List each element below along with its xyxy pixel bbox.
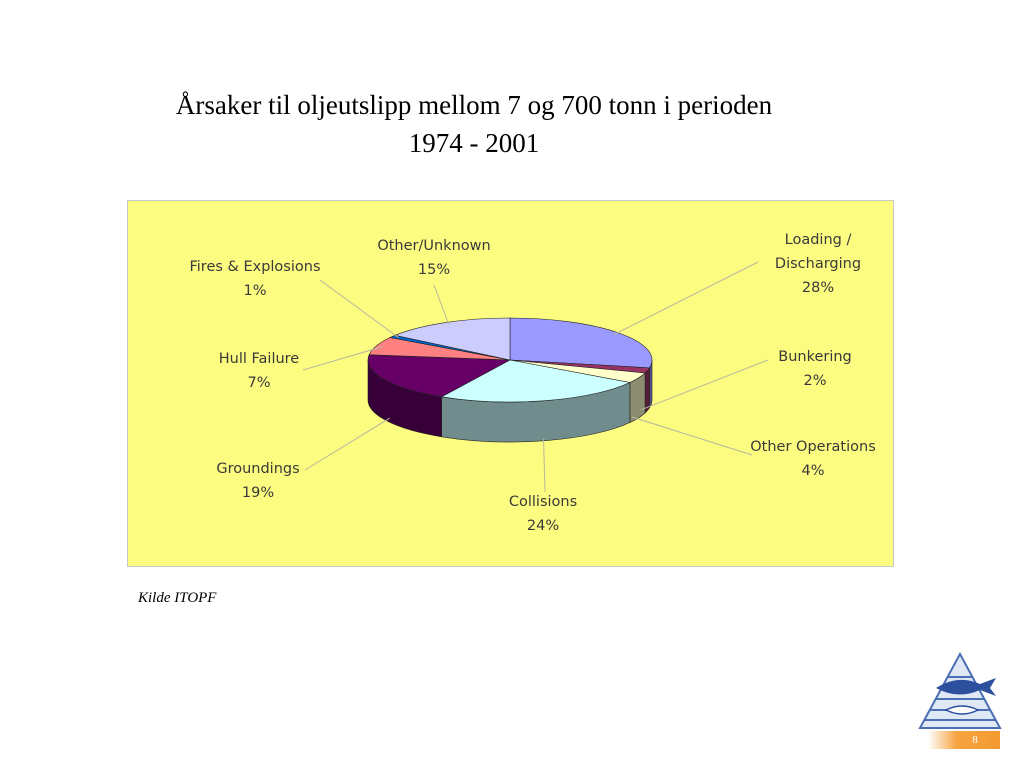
data-label: Collisions 24% — [509, 490, 577, 538]
value-label: 28% — [801, 280, 835, 296]
leader-lines — [302, 261, 769, 493]
value-label: 24% — [526, 518, 560, 534]
page-number: 8 — [928, 731, 1000, 749]
logo — [918, 652, 1002, 729]
category-label: Collisions — [508, 494, 578, 510]
category-label: Groundings — [216, 461, 300, 477]
value-label: 7% — [247, 375, 271, 391]
category-label: Other/Unknown — [377, 238, 491, 254]
leader-line — [319, 279, 399, 338]
value-label: 2% — [803, 373, 827, 389]
value-label: 19% — [241, 485, 275, 501]
category-label: Loading / Discharging — [774, 232, 862, 272]
value-label: 1% — [243, 283, 267, 299]
category-label: Fires & Explosions — [189, 259, 321, 275]
source-note: Kilde ITOPF — [138, 590, 217, 606]
leader-line — [302, 346, 384, 371]
data-label: Fires & Explosions 1% — [189, 255, 320, 303]
data-label: Other Operations 4% — [750, 435, 876, 483]
chart-title: Årsaker til oljeutslipp mellom 7 og 700 … — [175, 90, 773, 158]
pie-tops — [367, 317, 653, 403]
slice — [440, 359, 631, 403]
data-label: Loading / Discharging 28% — [768, 228, 868, 300]
slice — [367, 354, 512, 398]
leader-line — [304, 417, 391, 471]
leader-line — [433, 284, 450, 325]
category-label: Bunkering — [778, 349, 852, 365]
slice — [394, 317, 511, 361]
leader-line — [543, 438, 546, 493]
leader-line — [613, 261, 759, 336]
leader-line — [631, 416, 753, 456]
value-label: 15% — [417, 262, 451, 278]
category-label: Hull Failure — [218, 351, 300, 367]
data-label: Hull Failure 7% — [219, 347, 299, 395]
data-label: Other/Unknown 15% — [377, 234, 490, 282]
value-label: 4% — [801, 463, 825, 479]
leader-line — [640, 359, 769, 411]
category-label: Other Operations — [750, 439, 876, 455]
data-label: Bunkering 2% — [778, 345, 852, 393]
data-label: Groundings 19% — [216, 457, 299, 505]
pie-sides — [367, 359, 653, 443]
slice — [509, 317, 653, 369]
